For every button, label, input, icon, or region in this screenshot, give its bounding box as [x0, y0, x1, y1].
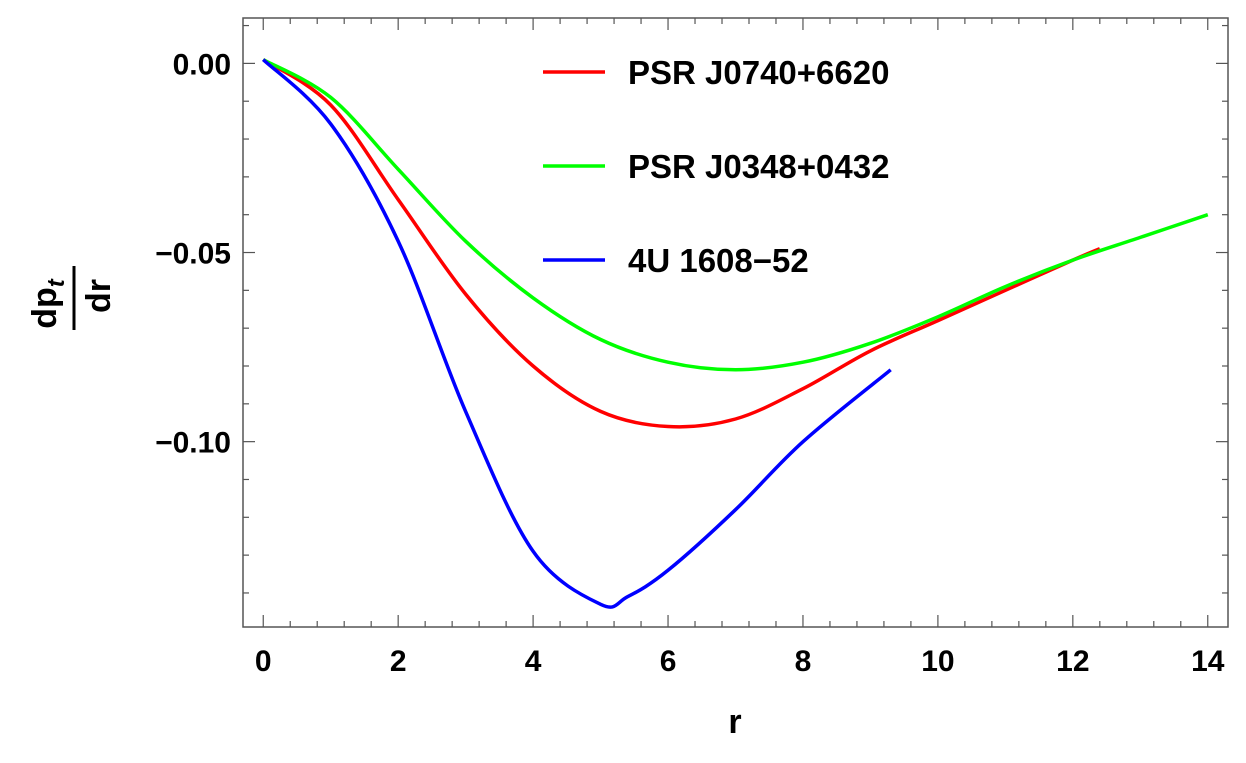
ticks [243, 18, 1228, 627]
x-tick-label: 10 [921, 645, 954, 678]
x-tick-label: 8 [795, 645, 812, 678]
x-tick-label: 0 [255, 645, 272, 678]
series-line-0 [262, 58, 1101, 429]
legend-label: 4U 1608−52 [628, 242, 809, 279]
legend: PSR J0740+6620 PSR J0348+0432 4U 1608−52 [543, 54, 889, 279]
x-tick-label: 14 [1191, 645, 1225, 678]
x-tick-label: 4 [525, 645, 542, 678]
x-tick-label: 6 [660, 645, 677, 678]
series-lines [261, 58, 1209, 609]
legend-label: PSR J0740+6620 [628, 54, 889, 91]
y-tick-label: −0.10 [155, 427, 231, 460]
plot-frame [242, 17, 1229, 628]
y-label-denominator: dr [80, 279, 118, 313]
y-axis-label: dpt dr [26, 266, 118, 330]
x-axis-label: r [728, 703, 741, 741]
series-line-2 [261, 58, 892, 609]
legend-label: PSR J0348+0432 [628, 148, 889, 185]
y-tick-label: 0.00 [173, 48, 231, 81]
y-label-subscript: t [43, 278, 70, 287]
x-tick-label: 2 [390, 645, 407, 678]
series-line-1 [262, 58, 1209, 372]
y-label-numerator: dp [26, 287, 64, 329]
svg-text:dpt: dpt [26, 278, 70, 329]
x-tick-label: 12 [1056, 645, 1089, 678]
tick-labels: 0 2 4 6 8 10 12 14 0.00 −0.05 −0.10 [155, 48, 1225, 678]
y-tick-label: −0.05 [155, 238, 231, 271]
